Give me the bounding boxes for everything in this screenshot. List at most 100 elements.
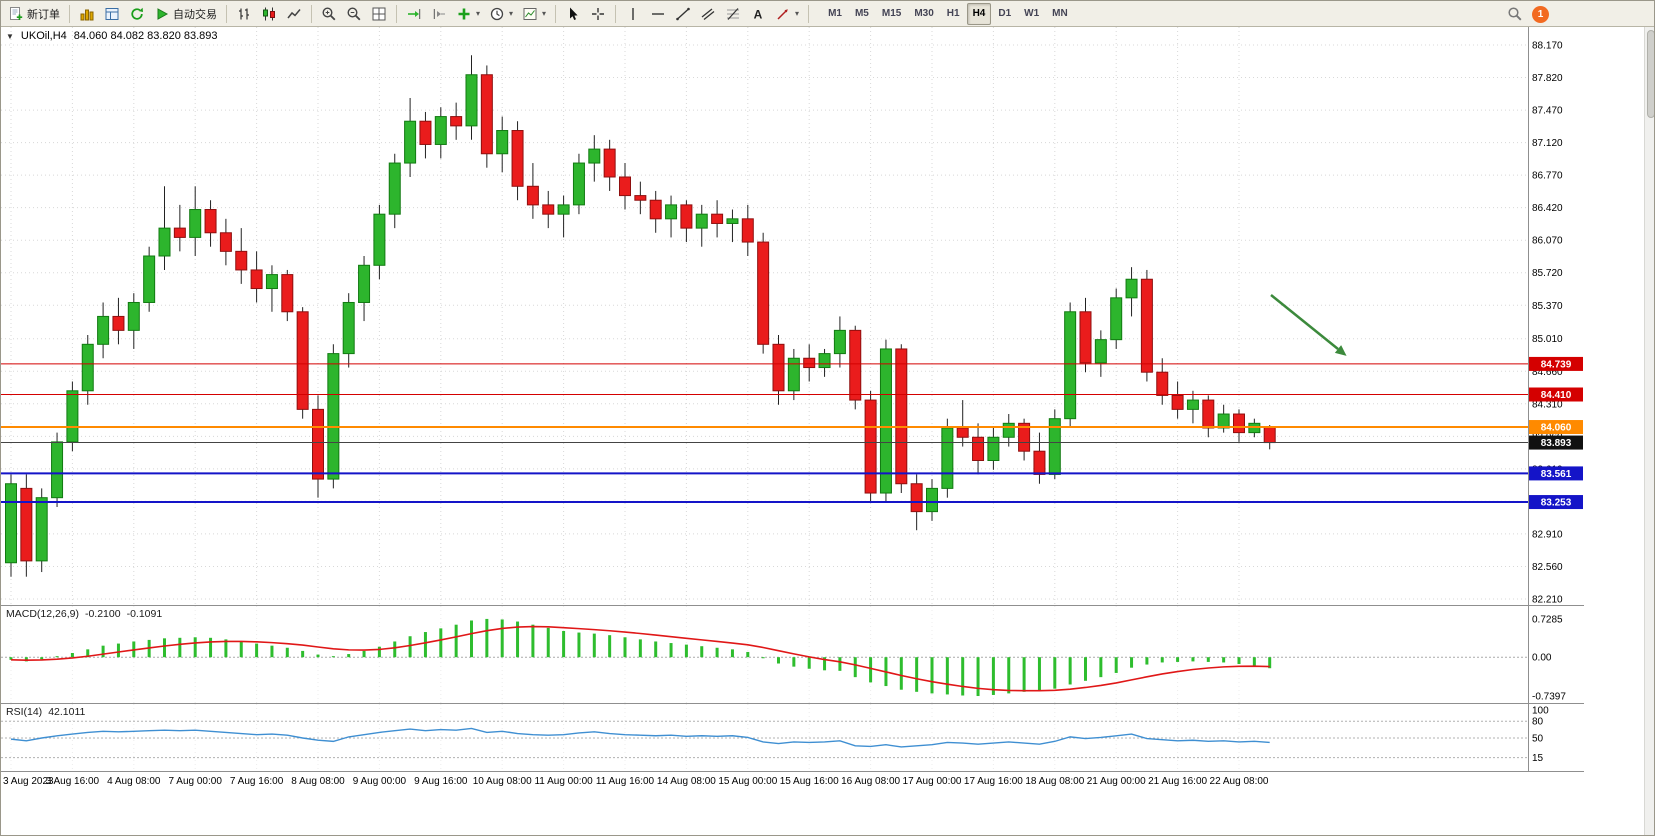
price-tick-label: 87.470 bbox=[1532, 106, 1563, 117]
text-tool-button[interactable]: A bbox=[746, 3, 770, 25]
timeframe-button-H4[interactable]: H4 bbox=[966, 2, 992, 25]
candle bbox=[450, 116, 463, 127]
candle bbox=[879, 348, 892, 494]
crosshair-icon bbox=[592, 7, 605, 20]
vertical-scrollbar[interactable] bbox=[1644, 27, 1654, 835]
price-badge bbox=[1529, 466, 1583, 481]
auto-scroll-icon bbox=[408, 8, 421, 19]
auto-trading-icon bbox=[157, 7, 169, 20]
candle bbox=[849, 329, 862, 401]
periods-button[interactable]: ▾ bbox=[485, 3, 517, 25]
refresh-button[interactable] bbox=[125, 3, 149, 25]
candle bbox=[695, 213, 708, 229]
search-icon[interactable] bbox=[1507, 6, 1523, 22]
price-badge bbox=[1529, 387, 1583, 402]
line-chart-type-button[interactable] bbox=[282, 3, 306, 25]
time-axis-label: 10 Aug 08:00 bbox=[472, 776, 532, 787]
new-order-button[interactable]: 新订单 bbox=[4, 3, 64, 25]
time-axis-label: 7 Aug 00:00 bbox=[168, 776, 222, 787]
timeframe-button-W1[interactable]: W1 bbox=[1018, 3, 1045, 25]
candle bbox=[127, 301, 140, 331]
candle bbox=[173, 227, 186, 238]
candle bbox=[51, 441, 64, 499]
channel-button[interactable] bbox=[696, 3, 720, 25]
candle bbox=[1140, 278, 1153, 373]
candle bbox=[787, 357, 800, 392]
trendline-button[interactable] bbox=[671, 3, 695, 25]
candle bbox=[1171, 394, 1184, 410]
macd-canvas[interactable]: 0.7285 0.00 -0.7397 bbox=[1, 606, 1584, 703]
horizontal-line-button[interactable] bbox=[646, 3, 670, 25]
tile-windows-button[interactable] bbox=[367, 3, 391, 25]
timeframe-button-MN[interactable]: MN bbox=[1046, 3, 1074, 25]
zoom-out-button[interactable] bbox=[342, 3, 366, 25]
bar-chart-type-button[interactable] bbox=[232, 3, 256, 25]
price-tick-label: 86.770 bbox=[1532, 171, 1563, 182]
candle bbox=[97, 315, 110, 345]
notification-badge[interactable]: 1 bbox=[1532, 5, 1549, 23]
price-tick-label: 86.420 bbox=[1532, 203, 1563, 214]
candle bbox=[388, 162, 401, 215]
price-badge bbox=[1529, 356, 1583, 371]
candle bbox=[603, 148, 616, 178]
timeframe-button-D1[interactable]: D1 bbox=[992, 3, 1017, 25]
data-window-button[interactable] bbox=[100, 3, 124, 25]
candle bbox=[219, 232, 232, 252]
time-axis-label: 15 Aug 00:00 bbox=[718, 776, 778, 787]
toolbar-separator bbox=[396, 4, 397, 23]
timeframe-button-M30[interactable]: M30 bbox=[908, 3, 939, 25]
candle bbox=[342, 301, 355, 355]
candle bbox=[542, 204, 555, 215]
candle bbox=[20, 487, 33, 562]
time-axis-label: 11 Aug 16:00 bbox=[595, 776, 655, 787]
arrow-annotation[interactable] bbox=[1270, 294, 1339, 350]
timeframe-button-H1[interactable]: H1 bbox=[941, 3, 966, 25]
price-badge-label: 84.410 bbox=[1541, 390, 1572, 401]
time-axis-label: 4 Aug 08:00 bbox=[107, 776, 161, 787]
auto-trading-button[interactable]: 自动交易 bbox=[150, 3, 221, 25]
time-axis-label: 17 Aug 16:00 bbox=[963, 776, 1023, 787]
line-chart-icon bbox=[287, 8, 301, 18]
price-tick-label: 82.210 bbox=[1532, 595, 1563, 606]
price-tick-label: 84.660 bbox=[1532, 367, 1563, 378]
rsi-tick-label: 80 bbox=[1532, 717, 1544, 728]
timeframe-button-M5[interactable]: M5 bbox=[849, 3, 875, 25]
add-indicator-icon bbox=[458, 8, 470, 19]
candle bbox=[726, 218, 739, 224]
timeframe-button-M15[interactable]: M15 bbox=[876, 3, 907, 25]
candle bbox=[465, 74, 478, 127]
chart-shift-button[interactable] bbox=[427, 3, 451, 25]
vertical-line-button[interactable] bbox=[621, 3, 645, 25]
price-tick-label: 86.070 bbox=[1532, 236, 1563, 247]
time-axis-label: 14 Aug 08:00 bbox=[656, 776, 716, 787]
macd-name: MACD(12,26,9) bbox=[6, 608, 79, 620]
candle bbox=[66, 390, 79, 443]
cursor-button[interactable] bbox=[561, 3, 585, 25]
symbol-dropdown-icon[interactable]: ▼ bbox=[6, 31, 14, 41]
chevron-down-icon: ▾ bbox=[509, 9, 514, 18]
candle bbox=[281, 274, 294, 313]
candle bbox=[1233, 413, 1245, 434]
toolbar-separator bbox=[615, 4, 617, 23]
candle bbox=[373, 213, 386, 266]
templates-button[interactable]: ▾ bbox=[518, 3, 550, 25]
timeframe-button-M1[interactable]: M1 bbox=[822, 3, 848, 25]
crosshair-button[interactable] bbox=[586, 3, 610, 25]
indicators-button[interactable]: ▾ bbox=[452, 3, 484, 25]
auto-scroll-button[interactable] bbox=[402, 3, 426, 25]
time-axis-label: 3 Aug 16:00 bbox=[45, 776, 100, 787]
candle bbox=[680, 204, 693, 229]
candlestick-type-button[interactable] bbox=[257, 3, 281, 25]
arrows-tool-button[interactable]: ▾ bbox=[771, 3, 803, 25]
zoom-in-button[interactable] bbox=[317, 3, 341, 25]
main-chart-canvas[interactable]: 88.170 87.820 87.470 87.120 86.770 86.420 86.0… bbox=[1, 27, 1584, 606]
candle bbox=[803, 357, 816, 369]
market-watch-button[interactable] bbox=[75, 3, 99, 25]
fibonacci-button[interactable] bbox=[721, 3, 745, 25]
scrollbar-thumb[interactable] bbox=[1646, 30, 1654, 118]
macd-signal-line bbox=[10, 625, 1270, 692]
candle bbox=[143, 255, 156, 303]
candle bbox=[312, 408, 324, 480]
template-icon bbox=[523, 7, 537, 20]
